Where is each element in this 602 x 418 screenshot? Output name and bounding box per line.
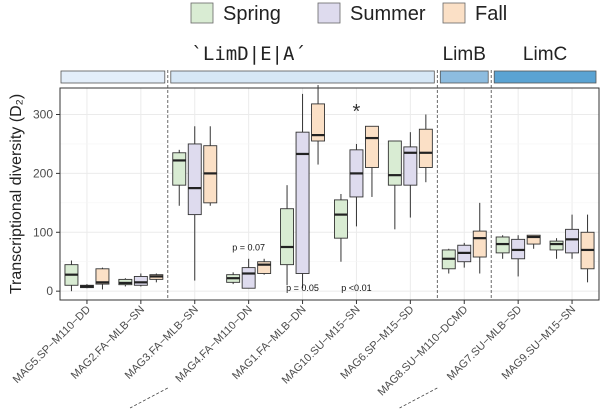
x-tick-label: MAG8.SU−M110−DCMD — [376, 304, 471, 399]
box-summer — [295, 131, 310, 274]
y-tick-label: 300 — [33, 108, 53, 122]
significance-star: * — [353, 101, 361, 123]
legend-swatch-spring — [190, 2, 214, 24]
box-summer — [241, 267, 256, 289]
group-strip-0-a — [60, 70, 166, 84]
group-title-1: LimB — [443, 44, 486, 65]
y-tick-label: 100 — [33, 225, 53, 239]
group-strip-2 — [493, 70, 597, 84]
box-summer — [403, 146, 418, 186]
box-spring — [387, 140, 402, 186]
legend-label-spring: Spring — [223, 3, 281, 25]
box-fall — [472, 230, 487, 258]
box-spring — [334, 199, 348, 239]
box-spring — [172, 152, 187, 186]
group-strip-1 — [439, 70, 489, 84]
box-fall — [95, 268, 110, 285]
p-value-annotation: p <0.01 — [341, 283, 371, 293]
p-value-annotation: p = 0.05 — [286, 283, 319, 293]
box-summer — [133, 275, 148, 286]
group-title-0: `LimD|E|A´ — [191, 43, 305, 65]
box-summer — [187, 143, 202, 216]
y-tick-label: 200 — [33, 166, 53, 180]
panel-border — [59, 87, 600, 301]
box-summer — [565, 228, 579, 254]
y-axis-title: Transcriptional diversity (D₂) — [8, 94, 25, 294]
p-value-annotation: p = 0.07 — [232, 243, 265, 253]
legend-label-fall: Fall — [475, 3, 507, 25]
box-spring — [549, 240, 564, 251]
group-guide-line — [399, 387, 438, 409]
legend-swatch-fall — [442, 2, 466, 24]
group-title-2: LimC — [523, 44, 567, 65]
group-guide-line — [129, 387, 168, 409]
legend-label-summer: Summer — [350, 3, 426, 25]
y-tick-label: 0 — [46, 284, 53, 298]
box-fall — [311, 103, 325, 142]
group-strip-0-b — [170, 70, 435, 84]
box-spring — [280, 208, 294, 266]
box-fall — [365, 125, 379, 168]
box-fall — [257, 261, 272, 274]
legend-swatch-summer — [317, 2, 341, 24]
box-fall — [418, 128, 433, 168]
box-fall — [526, 234, 541, 245]
